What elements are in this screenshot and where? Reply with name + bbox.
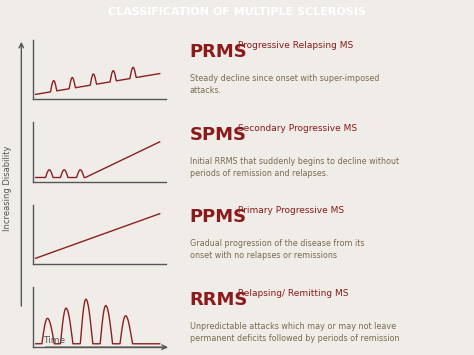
Text: PRMS: PRMS [190, 43, 247, 61]
Text: CLASSIFICATION OF MULTIPLE SCLEROSIS: CLASSIFICATION OF MULTIPLE SCLEROSIS [108, 7, 366, 17]
Text: Increasing Disability: Increasing Disability [3, 146, 11, 231]
Text: Time: Time [43, 336, 65, 345]
Text: Primary Progressive MS: Primary Progressive MS [235, 206, 344, 215]
Text: Secondary Progressive MS: Secondary Progressive MS [235, 124, 357, 133]
Text: Progressive Relapsing MS: Progressive Relapsing MS [235, 41, 353, 50]
Text: Initial RRMS that suddenly begins to decline without
periods of remission and re: Initial RRMS that suddenly begins to dec… [190, 157, 399, 178]
Text: Unpredictable attacks which may or may not leave
permanent deficits followed by : Unpredictable attacks which may or may n… [190, 322, 399, 343]
Text: Gradual progression of the disease from its
onset with no relapses or remissions: Gradual progression of the disease from … [190, 239, 364, 260]
Text: PPMS: PPMS [190, 208, 247, 226]
Text: Steady decline since onset with super-imposed
attacks.: Steady decline since onset with super-im… [190, 75, 379, 95]
Text: RRMS: RRMS [190, 291, 248, 308]
Text: Relapsing/ Remitting MS: Relapsing/ Remitting MS [235, 289, 348, 298]
Text: SPMS: SPMS [190, 126, 246, 143]
